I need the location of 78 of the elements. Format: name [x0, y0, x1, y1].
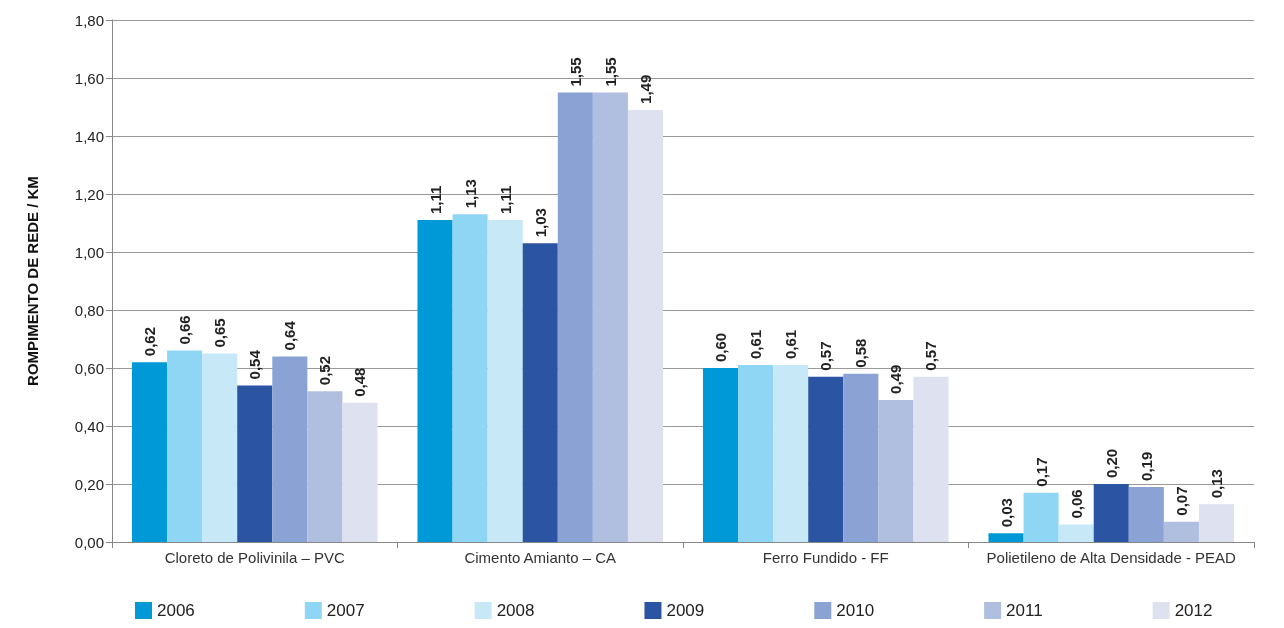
data-label: 0,57 — [922, 341, 940, 371]
y-axis-title: ROMPIMENTO DE REDE / KM — [24, 176, 41, 386]
bar — [592, 92, 628, 542]
x-tick-label: Ferro Fundido - FF — [762, 549, 889, 566]
bar — [131, 362, 168, 542]
y-tick-label: 1,20 — [74, 185, 104, 203]
data-label: 1,11 — [496, 185, 514, 215]
y-tick-label: 0,80 — [74, 301, 104, 319]
bar — [773, 365, 809, 542]
data-label: 0,64 — [281, 320, 299, 351]
bar — [487, 220, 523, 542]
bar — [988, 533, 1024, 542]
data-label: 1,13 — [461, 179, 479, 209]
data-label: 0,54 — [246, 349, 264, 380]
data-label: 1,49 — [636, 74, 654, 104]
data-label: 0,57 — [817, 341, 835, 371]
y-tick-label: 0,60 — [74, 359, 104, 377]
legend-label: 2011 — [1006, 601, 1043, 620]
bar — [272, 356, 308, 542]
bar — [167, 350, 203, 542]
bar — [1058, 524, 1094, 542]
data-label: 0,52 — [316, 356, 334, 386]
data-label: 1,55 — [601, 57, 619, 87]
data-label: 0,06 — [1067, 489, 1085, 519]
y-tick-label: 1,60 — [74, 69, 104, 87]
bar — [843, 373, 879, 542]
data-label: 0,03 — [997, 498, 1015, 528]
bar — [1128, 486, 1164, 542]
data-label: 0,20 — [1102, 448, 1120, 478]
y-tick-label: 0,40 — [74, 417, 104, 435]
data-label: 0,58 — [852, 338, 870, 368]
bar — [1163, 521, 1199, 542]
data-label: 1,11 — [426, 185, 444, 215]
data-label: 0,66 — [176, 315, 194, 345]
bar — [452, 214, 488, 542]
data-label: 1,03 — [531, 208, 549, 238]
data-label: 0,19 — [1137, 451, 1155, 481]
bar — [202, 353, 238, 542]
data-label: 0,65 — [211, 318, 229, 348]
bar — [557, 92, 593, 542]
bar — [738, 365, 774, 542]
y-tick-label: 0,00 — [74, 533, 104, 551]
data-label: 0,61 — [782, 329, 800, 360]
data-label: 1,55 — [566, 57, 584, 87]
data-label: 0,07 — [1172, 486, 1190, 516]
legend-label: 2009 — [666, 601, 705, 620]
x-tick-label: Polietileno de Alta Densidade - PEAD — [986, 549, 1237, 566]
legend-label: 2010 — [836, 601, 875, 620]
data-label: 0,60 — [712, 332, 730, 362]
bar — [522, 243, 558, 542]
bar — [417, 220, 453, 542]
data-label: 0,48 — [351, 367, 369, 397]
bar — [878, 399, 914, 542]
y-tick-label: 1,80 — [74, 11, 104, 29]
legend-label: 2006 — [157, 601, 195, 620]
bar — [237, 385, 273, 542]
y-tick-label: 1,40 — [74, 127, 104, 145]
bar — [1093, 484, 1129, 542]
data-label: 0,17 — [1032, 457, 1050, 487]
bar — [627, 109, 664, 542]
x-tick-label: Cloreto de Polivinila – PVC — [164, 549, 345, 566]
bar — [808, 376, 844, 542]
y-tick-label: 0,20 — [74, 475, 104, 493]
bar — [307, 391, 343, 542]
bar — [913, 376, 949, 542]
data-label: 0,13 — [1207, 469, 1225, 499]
legend-label: 2007 — [326, 601, 365, 620]
data-label: 0,49 — [887, 364, 905, 394]
bar — [1198, 504, 1235, 542]
bar — [1023, 492, 1059, 542]
data-label: 0,62 — [141, 327, 159, 357]
legend-label: 2008 — [496, 601, 535, 620]
data-label: 0,61 — [747, 329, 765, 360]
bar — [342, 402, 378, 542]
legend-label: 2012 — [1174, 601, 1213, 620]
x-tick-label: Cimento Amianto – CA — [464, 549, 617, 566]
bar — [702, 368, 739, 542]
y-tick-label: 1,00 — [74, 243, 104, 261]
